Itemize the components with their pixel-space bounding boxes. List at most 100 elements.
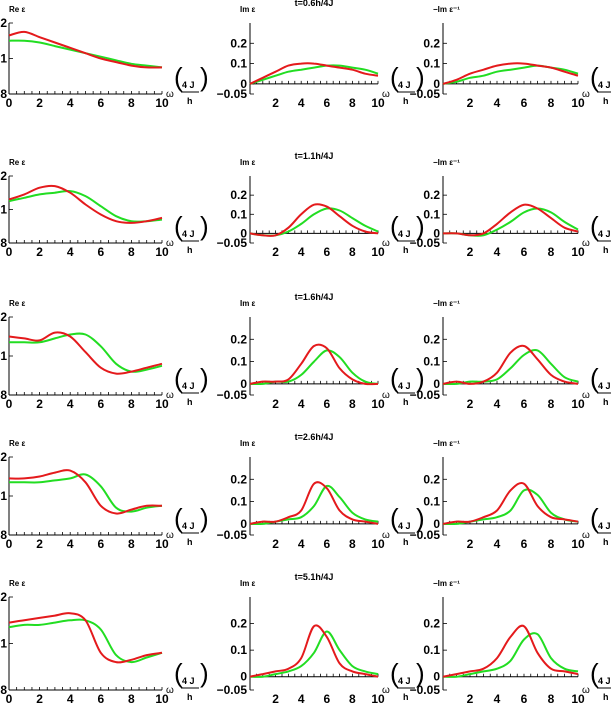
omega-label: ω — [166, 530, 174, 541]
x-tick-label: 4 — [67, 96, 74, 110]
series-line-green — [442, 632, 579, 678]
x-tick-label: 6 — [97, 537, 104, 551]
omega-label: ω — [382, 390, 390, 401]
y-tick-label: 0.2 — [423, 36, 440, 50]
y-axis-label: Re ε — [9, 5, 25, 14]
omega-label: ω — [166, 390, 174, 401]
x-tick-label: 8 — [349, 245, 356, 259]
series-line-green — [249, 484, 379, 526]
y-tick-label: 1 — [0, 203, 7, 217]
bracket-right: ) — [200, 211, 209, 241]
x-tick-label: 8 — [349, 397, 356, 411]
bracket-left: ( — [174, 211, 183, 241]
unit-denominator: h — [603, 245, 609, 255]
y-tick-label: 0.1 — [230, 495, 247, 509]
x-tick-label: 2 — [272, 245, 279, 259]
y-tick-label: 1.2 — [0, 16, 7, 30]
y-tick-label: 0.2 — [423, 188, 440, 202]
y-tick-label: 0.8 — [0, 683, 7, 697]
y-tick-label: −0.05 — [217, 236, 248, 250]
unit-numerator: 4 J — [398, 80, 411, 90]
x-tick-label: 2 — [467, 96, 474, 110]
y-tick-label: 1 — [0, 637, 7, 651]
unit-denominator: h — [403, 96, 409, 106]
y-tick-label: 1.2 — [0, 450, 7, 464]
bracket-left: ( — [390, 503, 399, 533]
x-tick-label: 6 — [521, 96, 528, 110]
x-tick-label: 6 — [323, 537, 330, 551]
y-axis-label: Re ε — [9, 579, 25, 588]
x-tick-label: 4 — [67, 245, 74, 259]
series-line-red — [249, 203, 379, 237]
x-tick-label: 10 — [571, 537, 585, 551]
y-tick-label: 0.1 — [423, 355, 440, 369]
unit-numerator: 4 J — [598, 229, 611, 239]
y-tick-label: 0.1 — [230, 57, 247, 71]
x-tick-label: 4 — [494, 96, 501, 110]
series-line-red — [249, 62, 379, 85]
x-tick-label: 2 — [272, 397, 279, 411]
x-tick-label: 10 — [371, 96, 385, 110]
unit-numerator: 4 J — [398, 521, 411, 531]
bracket-left: ( — [590, 503, 599, 533]
y-tick-label: 0.1 — [423, 57, 440, 71]
y-tick-label: −0.05 — [410, 87, 441, 101]
unit-denominator: h — [403, 245, 409, 255]
series-line-red — [8, 184, 163, 224]
x-tick-label: 10 — [371, 245, 385, 259]
x-tick-label: 8 — [548, 245, 555, 259]
bracket-left: ( — [174, 658, 183, 688]
x-tick-label: 2 — [467, 537, 474, 551]
panel-title: t=0.6h/4J — [295, 0, 334, 8]
x-tick-label: 10 — [155, 96, 169, 110]
series-line-red — [249, 624, 379, 678]
series-line-red — [249, 481, 379, 525]
y-axis-label: Re ε — [9, 299, 25, 308]
x-tick-label: 6 — [521, 537, 528, 551]
x-tick-label: 8 — [349, 96, 356, 110]
x-tick-label: 6 — [97, 692, 104, 706]
x-tick-label: 2 — [272, 96, 279, 110]
y-tick-label: −0.05 — [410, 236, 441, 250]
y-tick-label: 0.1 — [423, 643, 440, 657]
y-axis-label: Re ε — [9, 439, 25, 448]
x-tick-label: 6 — [97, 96, 104, 110]
x-tick-label: 6 — [323, 397, 330, 411]
y-tick-label: 0.2 — [230, 332, 247, 346]
x-tick-label: 10 — [371, 537, 385, 551]
x-tick-label: 10 — [155, 692, 169, 706]
bracket-right: ) — [416, 363, 425, 393]
series-line-red — [442, 62, 579, 85]
series-line-red — [442, 203, 579, 237]
x-tick-label: 4 — [298, 397, 305, 411]
omega-label: ω — [382, 685, 390, 696]
bracket-left: ( — [390, 363, 399, 393]
bracket-left: ( — [590, 658, 599, 688]
x-tick-label: 6 — [323, 692, 330, 706]
series-line-red — [8, 331, 163, 375]
unit-denominator: h — [187, 96, 193, 106]
series-line-green — [249, 349, 379, 386]
x-tick-label: 8 — [548, 537, 555, 551]
y-axis-label: −Im ε⁻¹ — [433, 439, 460, 448]
bracket-right: ) — [416, 62, 425, 92]
x-tick-label: 2 — [36, 245, 43, 259]
omega-label: ω — [582, 238, 590, 249]
unit-denominator: h — [187, 245, 193, 255]
omega-label: ω — [382, 238, 390, 249]
x-tick-label: 10 — [155, 537, 169, 551]
unit-numerator: 4 J — [182, 80, 195, 90]
y-axis-label: Im ε — [240, 439, 256, 448]
unit-numerator: 4 J — [598, 381, 611, 391]
unit-numerator: 4 J — [182, 676, 195, 686]
x-tick-label: 2 — [36, 537, 43, 551]
bracket-left: ( — [390, 658, 399, 688]
omega-label: ω — [166, 685, 174, 696]
y-tick-label: 0 — [433, 670, 440, 684]
bracket-left: ( — [390, 211, 399, 241]
bracket-left: ( — [174, 503, 183, 533]
x-tick-label: 2 — [467, 397, 474, 411]
omega-label: ω — [582, 685, 590, 696]
x-tick-label: 2 — [272, 692, 279, 706]
bracket-left: ( — [590, 62, 599, 92]
